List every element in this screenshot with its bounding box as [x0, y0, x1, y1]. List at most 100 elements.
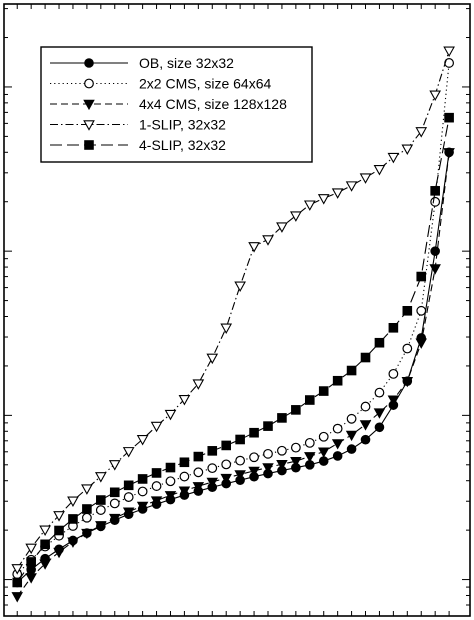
legend-label-4: 1-SLIP, 32x32 [139, 117, 226, 133]
series-2-point-16 [221, 459, 232, 470]
series-2-point-14 [193, 467, 204, 478]
series-5-point-9 [123, 480, 134, 491]
series-5-point-18 [249, 427, 259, 438]
series-5-point-5 [68, 514, 78, 524]
series-4-point-17 [234, 281, 246, 292]
series-2-point-18 [249, 452, 259, 463]
legend-label-3: 4x4 CMS, size 128x128 [139, 96, 287, 112]
series-3-point-13 [178, 486, 191, 497]
series-3-point-7 [95, 521, 107, 532]
series-4-point-6 [81, 484, 93, 495]
legend-marker-4 [83, 120, 95, 131]
series-3-point-28 [387, 395, 400, 406]
series-3-point-19 [262, 463, 274, 474]
legend: OB, size 32x32 2x2 CMS, size 64x64 4x4 CMS… [40, 46, 313, 163]
series-3-point-25 [345, 430, 358, 442]
series-2-point-27 [374, 387, 385, 398]
series-3-point-16 [220, 473, 232, 485]
series-5-point-29 [402, 305, 413, 316]
series-4-point-8 [108, 460, 121, 471]
series-2-point-15 [207, 463, 218, 474]
series-3-point-4 [53, 547, 65, 559]
series-1-point-31 [430, 246, 440, 256]
series-5-point-19 [263, 421, 273, 431]
series-4-point-4 [53, 511, 65, 522]
series-5-line [16, 117, 450, 583]
series-2-point-7 [95, 505, 106, 515]
series-4-point-25 [345, 181, 358, 192]
series-5-point-16 [221, 440, 232, 451]
series-3-point-9 [122, 507, 135, 518]
series-3-point-15 [206, 477, 219, 489]
series-4 [11, 46, 455, 575]
series-3-point-30 [415, 338, 427, 349]
series-3-point-17 [234, 470, 246, 481]
series-4-point-5 [67, 496, 79, 507]
plot-frame [3, 3, 471, 617]
series-2-point-21 [290, 442, 301, 453]
series-3-point-10 [136, 501, 149, 513]
series-5-point-7 [96, 495, 106, 505]
series-5-point-13 [179, 457, 190, 468]
series-4-point-16 [220, 323, 233, 335]
series-5-point-22 [304, 395, 315, 405]
legend-marker-1 [84, 58, 94, 68]
series-1-point-27 [374, 422, 385, 433]
legend-marker-2 [84, 78, 94, 89]
series-5-point-31 [430, 186, 440, 196]
series-2-point-20 [277, 445, 287, 456]
series-2-point-17 [235, 455, 246, 466]
series-2-point-23 [318, 431, 329, 442]
series-5-point-27 [374, 337, 385, 348]
series-5-point-1 [12, 577, 23, 588]
series-1-point-26 [360, 434, 371, 445]
series-5-point-4 [54, 525, 64, 536]
series-5-point-10 [137, 474, 148, 484]
series-3-point-8 [109, 513, 121, 525]
series-4-point-3 [39, 525, 51, 537]
series-5-point-25 [346, 365, 357, 376]
legend-label-5: 4-SLIP, 32x32 [139, 137, 226, 153]
series-4-point-11 [150, 421, 163, 433]
series-3-point-2 [25, 573, 37, 584]
legend-marker-5 [84, 140, 94, 150]
series-2-point-9 [123, 492, 134, 502]
series-5-point-21 [291, 405, 301, 415]
series-4-point-22 [303, 200, 316, 211]
series-4-point-24 [331, 188, 344, 199]
series-3-point-20 [276, 460, 288, 471]
series-3-point-29 [401, 376, 414, 388]
series-3-point-23 [317, 447, 330, 458]
series-4-point-13 [178, 395, 191, 406]
series-5-point-24 [332, 375, 343, 386]
series-5-point-11 [151, 468, 162, 478]
plot-border [3, 3, 471, 617]
series-5-point-20 [277, 413, 287, 423]
series-4-point-18 [248, 242, 260, 253]
series-3-point-11 [150, 496, 163, 507]
series-3-point-27 [373, 408, 386, 419]
series-3-point-5 [67, 537, 79, 548]
series-3-point-26 [359, 420, 372, 431]
series-4-point-31 [429, 90, 442, 101]
series-2-point-22 [304, 437, 315, 448]
legend-label-1: OB, size 32x32 [139, 55, 234, 71]
series-3-point-3 [39, 559, 51, 570]
series-4-point-15 [206, 353, 219, 365]
series-4-point-23 [317, 194, 330, 205]
series-2-point-13 [179, 471, 190, 482]
series-2-point-19 [263, 448, 273, 459]
series-2-point-28 [388, 368, 399, 379]
series-5-point-26 [360, 352, 371, 363]
series-3-point-21 [290, 456, 302, 468]
series-4-point-20 [276, 222, 288, 233]
series-4-point-10 [136, 435, 149, 446]
x-axis-ticks [16, 4, 450, 616]
series-2-point-6 [81, 512, 92, 523]
series-4-point-27 [373, 164, 386, 176]
series-1 [12, 147, 454, 588]
series-5-point-15 [207, 446, 218, 456]
series-1-point-24 [332, 451, 343, 461]
legend-label-2: 2x2 CMS, size 64x64 [139, 76, 271, 92]
